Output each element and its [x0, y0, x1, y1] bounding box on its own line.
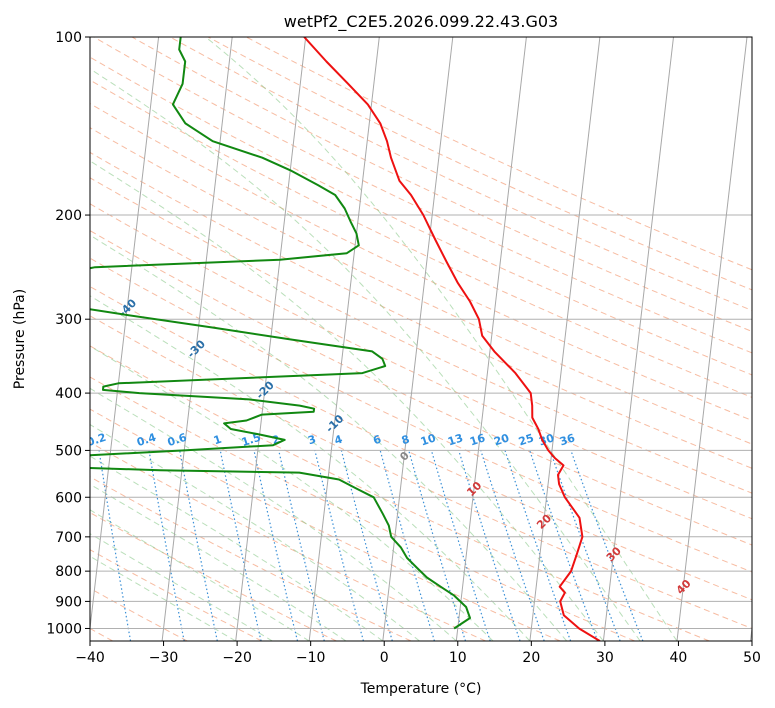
- isotherm-line: [676, 37, 748, 641]
- isotherm-line: [602, 37, 674, 641]
- x-tick-label: −20: [222, 650, 252, 666]
- mixing-ratio-label: 16: [468, 431, 487, 448]
- dry-adiabat-line: [90, 441, 486, 641]
- mixing-ratio-line: [314, 450, 364, 641]
- y-tick-label: 800: [55, 564, 82, 580]
- dry-adiabat-line: [90, 286, 752, 601]
- mixing-ratio-label: 8: [400, 433, 411, 448]
- y-tick-label: 300: [55, 312, 82, 328]
- mixing-ratio-line: [570, 450, 644, 641]
- x-tick-label: 50: [743, 650, 761, 666]
- mixing-ratio-label: 13: [446, 431, 465, 448]
- plot-frame: [89, 36, 753, 642]
- y-tick-label: 600: [55, 490, 82, 506]
- moist-adiabats: [90, 37, 678, 641]
- moist-adiabat-line: [90, 68, 641, 641]
- dry-adiabat-line: [207, 37, 752, 291]
- dry-adiabat-line: [90, 512, 337, 641]
- mixing-ratio-line: [219, 450, 262, 641]
- plot-area: 0.10.20.40.611.52346810131620253036-100-…: [85, 37, 752, 641]
- temperature-profile: [303, 37, 601, 641]
- x-axis-ticks: −40 −30 −20 −10 0 10 20 30 40 50: [75, 641, 761, 666]
- y-tick-label: 1000: [46, 621, 82, 637]
- mixing-ratio-label: 20: [492, 431, 511, 448]
- y-tick-label: 100: [55, 30, 82, 46]
- mixing-ratio-label: 36: [558, 431, 577, 448]
- y-axis-ticks: 100 200 300 400 500 600 700 800 900 1000: [46, 30, 90, 637]
- mixing-ratio-label: 0.4: [135, 431, 158, 449]
- isotherm-line: [161, 37, 233, 641]
- chart-title: wetPf2_C2E5.2026.099.22.43.G03: [284, 12, 558, 32]
- mixing-ratio-label: 4: [333, 432, 345, 447]
- dry-adiabat-line: [90, 56, 752, 376]
- y-axis-label: Pressure (hPa): [12, 289, 28, 389]
- x-tick-label: 10: [449, 650, 467, 666]
- mixing-ratio-label: 6: [372, 432, 384, 447]
- mixing-ratio-label: 2: [270, 433, 281, 448]
- y-tick-label: 700: [55, 530, 82, 546]
- mixing-ratio-line: [278, 450, 325, 641]
- dry-adiabat-line: [90, 408, 561, 641]
- mixing-ratio-label: 1: [212, 433, 223, 448]
- dry-adiabat-line: [246, 37, 752, 271]
- mixing-ratio-line: [529, 450, 599, 641]
- dry-adiabat-line: [169, 37, 752, 311]
- moist-adiabat-line: [90, 509, 310, 641]
- x-tick-label: 40: [670, 650, 688, 666]
- y-tick-label: 200: [55, 208, 82, 224]
- dry-adiabat-line: [90, 230, 752, 546]
- x-axis-label: Temperature (°C): [360, 681, 482, 697]
- mixing-ratio-label: 0.2: [85, 431, 108, 449]
- isotherm-line: [529, 37, 601, 641]
- dewpoint-profile: [90, 37, 471, 630]
- x-tick-label: 30: [596, 650, 614, 666]
- mixing-ratio-label: 0.6: [166, 431, 189, 449]
- pressure-gridlines: [90, 37, 752, 629]
- moist-adiabat-line: [90, 234, 568, 641]
- isotherm-line: [308, 37, 380, 641]
- mixing-ratio-label: 25: [517, 431, 536, 448]
- mixing-ratio-line: [408, 450, 467, 641]
- x-tick-label: 20: [522, 650, 540, 666]
- isotherm-line: [235, 37, 307, 641]
- moist-adiabat-line: [90, 455, 384, 641]
- dry-adiabat-line: [93, 37, 752, 354]
- moist-adiabat-line: [90, 160, 604, 641]
- mixing-ratio-line: [504, 450, 572, 641]
- moist-adiabat-line: [90, 295, 531, 641]
- dry-adiabat-line: [90, 103, 752, 421]
- y-tick-label: 900: [55, 594, 82, 610]
- isotherm-line: [90, 37, 160, 633]
- x-tick-label: −10: [296, 650, 326, 666]
- isotherms: [90, 37, 752, 641]
- mixing-ratio-label: 10: [419, 431, 438, 448]
- mixing-ratio-line: [253, 450, 299, 641]
- mixing-ratio-line: [430, 450, 491, 641]
- x-tick-label: 0: [380, 650, 389, 666]
- x-tick-label: −30: [149, 650, 179, 666]
- moist-adiabat-line: [205, 37, 678, 641]
- dry-adiabats: [90, 37, 752, 641]
- moist-adiabat-line: [90, 345, 494, 641]
- y-tick-label: 500: [55, 443, 82, 459]
- mixing-ratio-line: [458, 450, 521, 641]
- isotherm-line: [455, 37, 527, 641]
- mixing-ratio-line: [549, 450, 621, 641]
- dry-adiabat-line: [90, 79, 752, 398]
- x-tick-label: −40: [75, 650, 105, 666]
- moist-adiabat-line: [90, 424, 420, 641]
- mixing-ratio-label: 1.5: [240, 431, 263, 449]
- moist-adiabat-line: [90, 387, 457, 641]
- dry-adiabat-line: [90, 315, 752, 630]
- mixing-ratio-line: [480, 450, 545, 641]
- profiles: [90, 37, 601, 641]
- dry-adiabat-line: [131, 37, 752, 332]
- y-tick-label: 400: [55, 386, 82, 402]
- mixing-ratio-label: 30: [537, 431, 556, 448]
- mixing-ratio-label: 3: [306, 433, 317, 448]
- dry-adiabat-line: [90, 127, 752, 445]
